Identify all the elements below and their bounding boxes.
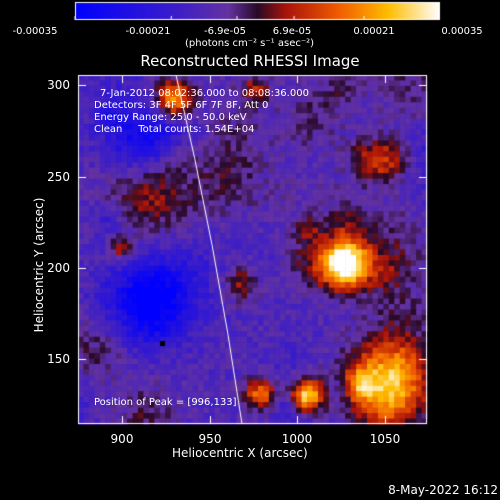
peak-position-annotation: Position of Peak = [996,133] (94, 397, 237, 408)
y-tick-label: 250 (47, 170, 70, 184)
y-tick-label: 150 (47, 352, 70, 366)
detectors-annotation: Detectors: 3F 4F 5F 6F 7F 8F, Att 0 (94, 100, 269, 111)
y-axis-label: Heliocentric Y (arcsec) (32, 197, 46, 333)
x-tick-label: 900 (110, 432, 134, 446)
x-tick-label: 1050 (369, 432, 401, 446)
time-range-annotation: 7-Jan-2012 08:02:36.000 to 08:08:36.000 (100, 88, 309, 99)
colorbar-units-label: (photons cm⁻² s⁻¹ asec⁻²) (185, 38, 315, 49)
x-axis-label: Heliocentric X (arcsec) (172, 446, 308, 460)
colorbar-tick-label: 0.00035 (441, 26, 483, 37)
plot-title: Reconstructed RHESSI Image (140, 52, 360, 70)
x-tick-label: 1000 (281, 432, 313, 446)
x-tick-label: 950 (198, 432, 222, 446)
date-stamp: 8-May-2022 16:12 (388, 483, 498, 497)
energy-range-annotation: Energy Range: 25.0 - 50.0 keV (94, 112, 247, 123)
colorbar-tick-label: -6.9e-05 (204, 26, 246, 37)
y-tick-label: 300 (47, 78, 70, 92)
colorbar-tick-label: 6.9e-05 (272, 26, 312, 37)
colorbar-tick-label: -0.00021 (125, 26, 171, 37)
y-tick-label: 200 (47, 261, 70, 275)
colorbar-tick-label: -0.00035 (12, 26, 58, 37)
clean-counts-annotation: Clean Total counts: 1.54E+04 (94, 124, 255, 135)
colorbar-tick-label: 0.00021 (353, 26, 395, 37)
